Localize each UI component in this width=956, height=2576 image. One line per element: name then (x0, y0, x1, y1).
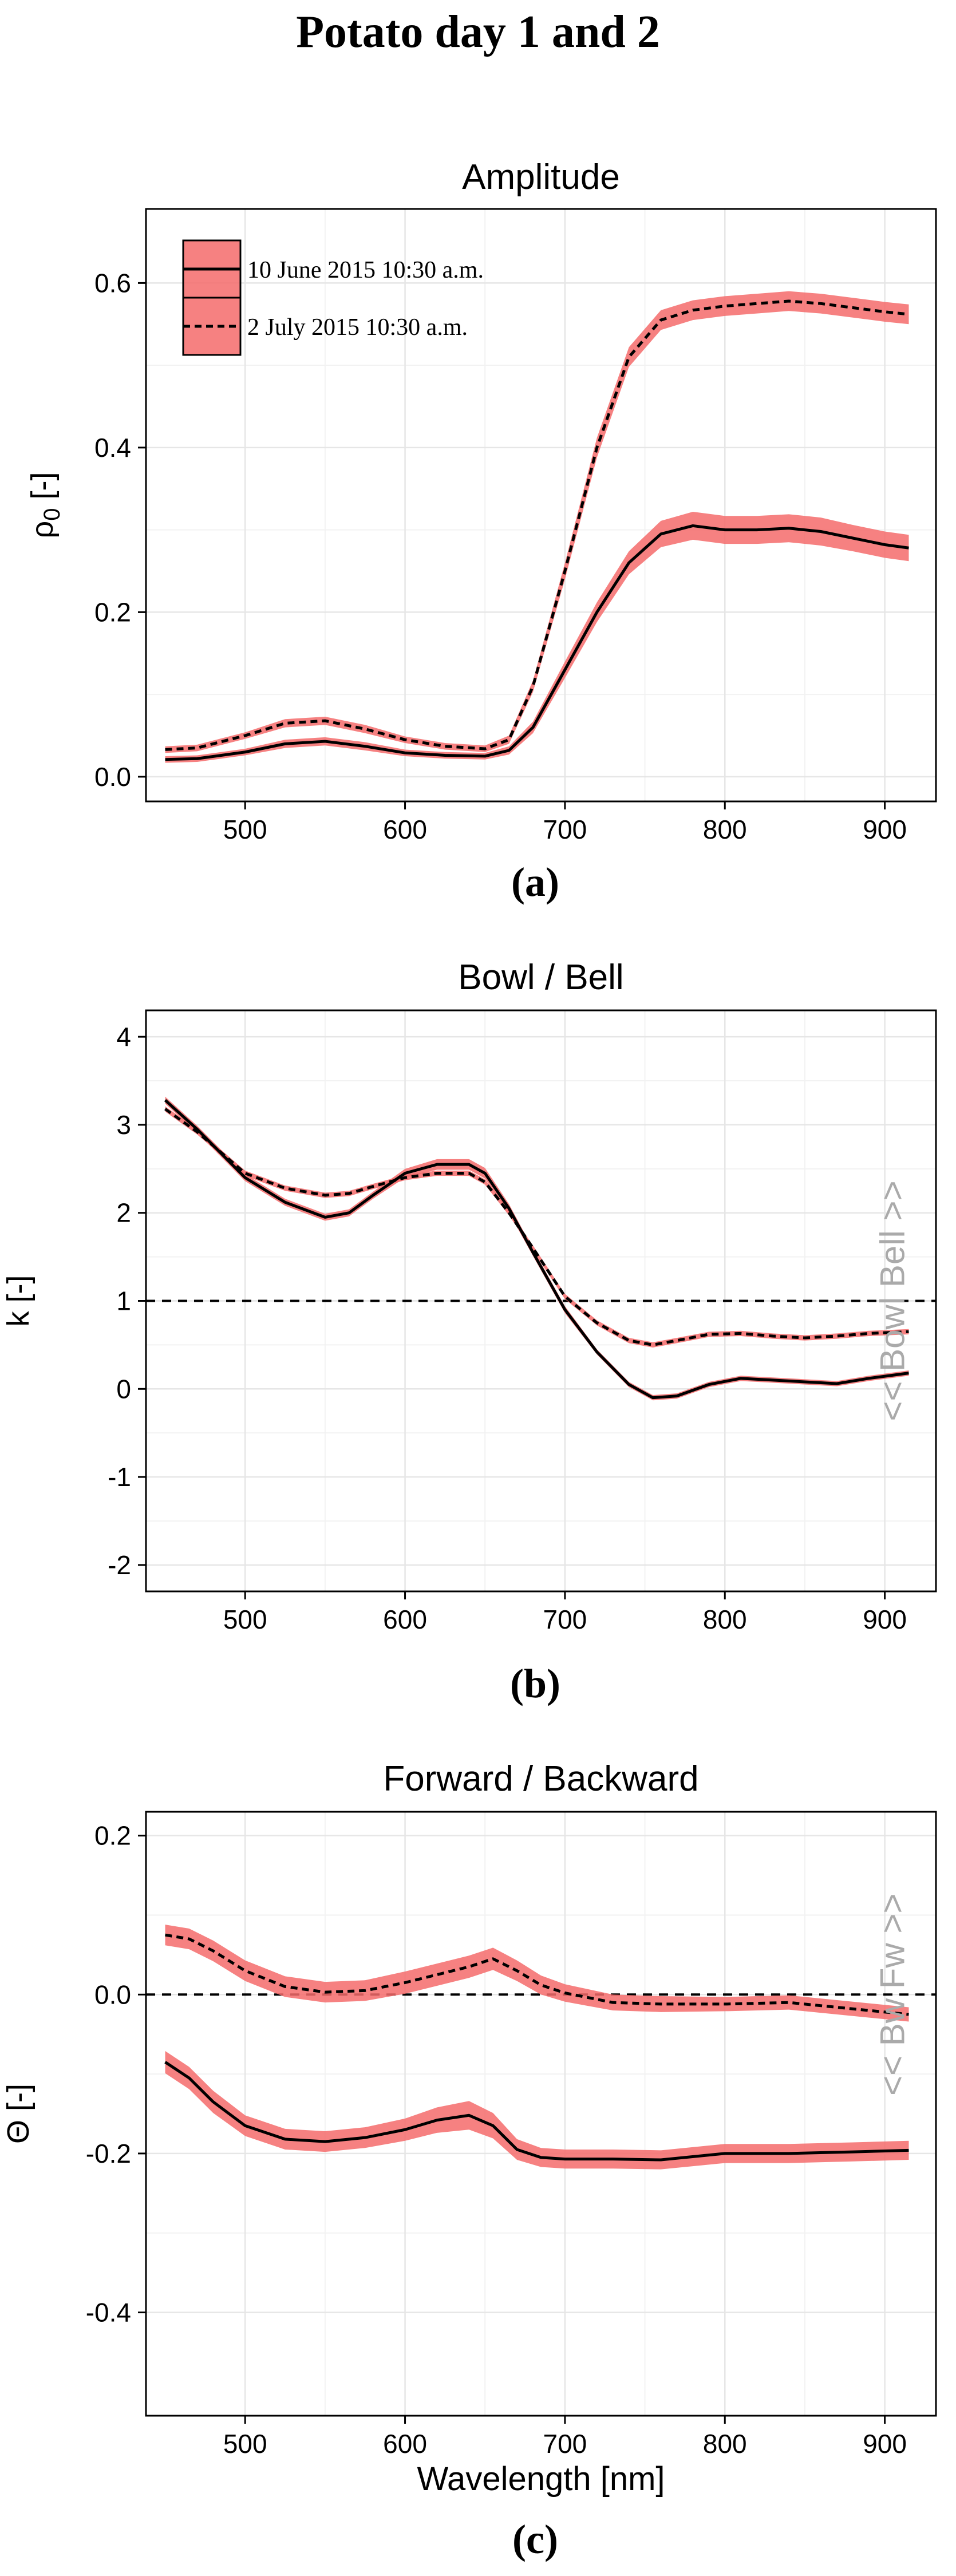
x-tick-label: 700 (543, 2429, 587, 2459)
chart-title: Bowl / Bell (458, 958, 623, 997)
plot-frame (145, 208, 937, 803)
y-axis-label-unit: [-] (25, 472, 60, 508)
y-tick-label: 4 (116, 1022, 131, 1052)
x-tick-label: 500 (223, 1605, 267, 1634)
y-axis-label: k [-] (1, 1275, 35, 1327)
series-line-1 (164, 2061, 909, 2162)
y-tick-label: 0.4 (94, 433, 131, 463)
panel-label: (b) (510, 1661, 560, 1706)
y-tick-label: -0.4 (86, 2298, 131, 2328)
y-tick-label: 0.6 (94, 268, 131, 298)
x-tick-label: 600 (383, 815, 427, 844)
grid (146, 1010, 936, 1591)
series-line-1 (165, 524, 909, 761)
figure-title: Potato day 1 and 2 (296, 7, 660, 57)
y-axis-label: Θ [-] (1, 2084, 35, 2144)
y-axis-label-main: ρ (25, 521, 60, 539)
chart-title: Forward / Backward (383, 1759, 698, 1799)
series-line-2 (164, 1108, 909, 1346)
y-tick-label: -0.2 (86, 2139, 131, 2168)
series-line-1 (164, 1099, 909, 1400)
x-tick-label: 700 (543, 815, 587, 844)
direction-annotation: << Bowl Bell >> (874, 1180, 912, 1421)
chart-title: Amplitude (462, 157, 620, 197)
y-tick-label: -1 (108, 1462, 131, 1492)
panel-label: (a) (511, 859, 559, 905)
x-tick-label: 500 (223, 2429, 267, 2459)
y-axis-label-main: Θ [-] (1, 2084, 35, 2144)
legend-label-2: 2 July 2015 10:30 a.m. (247, 314, 468, 341)
y-tick-label: 0.2 (94, 1821, 131, 1851)
x-tick-label: 900 (863, 2429, 907, 2459)
legend: 10 June 2015 10:30 a.m. 2 July 2015 10:30… (182, 239, 484, 356)
y-tick-label: 0.2 (94, 597, 131, 627)
chart-panel-2: 500 600 700 800 900 -2 -1 0 1 2 3 4 Bowl / Bell k [-]… (1, 958, 937, 1706)
series-line-2 (165, 299, 909, 751)
direction-annotation: << Bw Fw >> (874, 1894, 912, 2096)
y-tick-label: 0 (116, 1374, 131, 1404)
y-axis-label-main: k [-] (1, 1275, 35, 1327)
y-tick-label: 0.0 (94, 1980, 131, 2009)
y-axis-label-subscript: 0 (39, 508, 65, 521)
x-tick-label: 900 (863, 815, 907, 844)
x-tick-label: 500 (223, 815, 267, 844)
x-axis-label: Wavelength [nm] (417, 2460, 665, 2498)
panel-label: (c) (512, 2516, 558, 2562)
y-tick-label: 1 (116, 1286, 131, 1316)
y-tick-label: 3 (116, 1110, 131, 1140)
chart-panel-3: 500 600 700 800 900 -0.4 -0.2 0.0 0.2 Forward / B… (1, 1759, 937, 2562)
series-band-1 (165, 512, 909, 763)
series-line-2 (165, 1933, 909, 2016)
x-tick-label: 600 (383, 2429, 427, 2459)
y-axis-label: ρ0 [-] (25, 472, 65, 539)
x-tick-label: 800 (703, 2429, 747, 2459)
x-tick-label: 900 (863, 1605, 907, 1634)
legend-label-1: 10 June 2015 10:30 a.m. (247, 257, 484, 283)
y-tick-label: 0.0 (94, 762, 131, 792)
series-band-2 (165, 1925, 909, 2022)
x-tick-label: 600 (383, 1605, 427, 1634)
chart-panel-1: 500 600 700 800 900 0.0 0.2 0.4 0.6 Amplitude ρ0 [… (25, 157, 937, 905)
x-tick-label: 800 (703, 1605, 747, 1634)
plot-frame (145, 1811, 937, 2417)
x-tick-label: 800 (703, 815, 747, 844)
grid (146, 209, 936, 801)
y-tick-label: -2 (108, 1550, 131, 1580)
x-tick-label: 700 (543, 1605, 587, 1634)
y-tick-label: 2 (116, 1198, 131, 1228)
plot-area (146, 1812, 936, 2416)
